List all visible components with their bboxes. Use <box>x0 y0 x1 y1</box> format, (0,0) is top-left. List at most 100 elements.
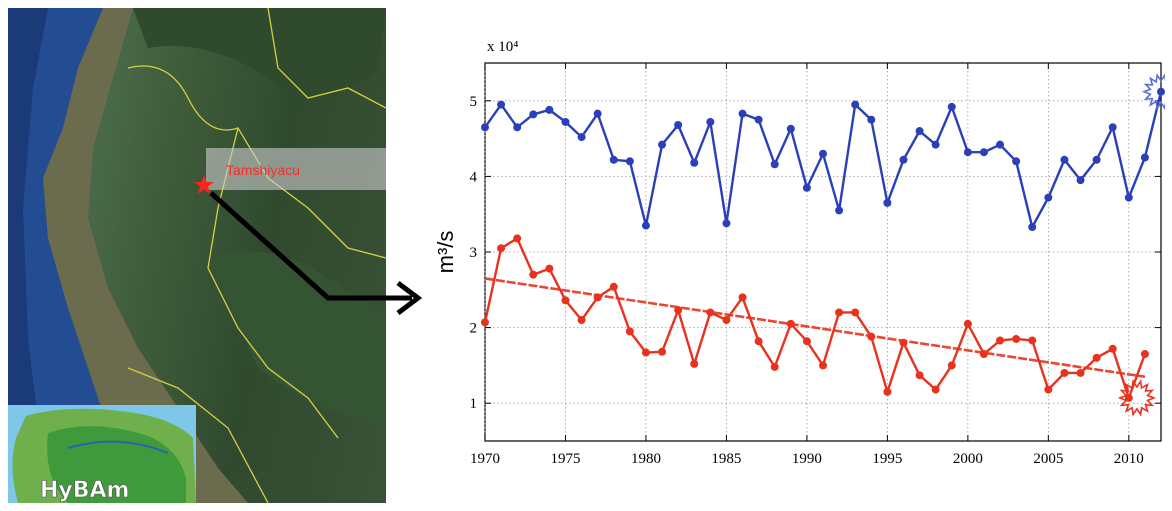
x-tick-label: 1995 <box>872 451 902 467</box>
data-point <box>996 140 1005 149</box>
data-point <box>979 350 988 359</box>
data-point <box>674 306 683 315</box>
hybam-logo: HyBAm <box>40 478 129 503</box>
border-line <box>127 367 269 503</box>
data-point <box>1108 344 1117 353</box>
data-point <box>529 270 538 279</box>
data-point <box>1012 157 1021 166</box>
map-graphic: Tamshiyacu HyBAm <box>8 8 386 503</box>
data-point <box>1028 336 1037 345</box>
data-point <box>738 109 747 118</box>
data-point <box>1092 155 1101 164</box>
data-point <box>754 115 763 124</box>
data-point <box>883 198 892 207</box>
y-tick-label: 5 <box>470 94 478 110</box>
data-point <box>529 110 538 119</box>
data-point <box>963 319 972 328</box>
data-point <box>609 155 618 164</box>
data-point <box>1044 193 1053 202</box>
data-point <box>722 316 731 325</box>
data-point <box>706 308 715 317</box>
data-point <box>915 127 924 136</box>
forest-patch <box>133 8 386 96</box>
data-point <box>609 282 618 291</box>
highlight-burst-icon <box>1141 73 1165 111</box>
station-label: Tamshiyacu <box>226 162 300 178</box>
x-tick-label: 2000 <box>953 451 983 467</box>
ocean-shape <box>8 8 123 503</box>
data-point <box>658 347 667 356</box>
data-point <box>931 385 940 394</box>
data-point <box>1140 153 1149 162</box>
data-point <box>899 338 908 347</box>
data-point <box>963 148 972 157</box>
data-point <box>1060 368 1069 377</box>
y-tick-label: 4 <box>470 169 478 185</box>
data-point <box>545 105 554 114</box>
x-tick-label: 1980 <box>631 451 661 467</box>
data-point <box>658 140 667 149</box>
data-point <box>593 109 602 118</box>
data-point <box>690 158 699 167</box>
data-point <box>851 308 860 317</box>
data-point <box>513 234 522 243</box>
x-tick-label: 1970 <box>470 451 500 467</box>
data-point <box>1076 176 1085 185</box>
y-tick-label: 2 <box>470 321 478 337</box>
x-tick-label: 1975 <box>550 451 580 467</box>
data-point <box>786 124 795 133</box>
x-tick-label: 2005 <box>1033 451 1063 467</box>
station-star-icon <box>194 175 214 194</box>
data-point <box>1157 87 1165 96</box>
y-multiplier-label: x 10⁴ <box>487 39 518 55</box>
data-point <box>690 359 699 368</box>
data-point <box>1140 350 1149 359</box>
inset-map: HyBAm <box>8 405 197 503</box>
data-point <box>1092 353 1101 362</box>
data-point <box>979 148 988 157</box>
data-point <box>674 120 683 129</box>
data-point <box>722 219 731 228</box>
data-point <box>947 102 956 111</box>
data-point <box>867 332 876 341</box>
data-point <box>561 117 570 126</box>
plot-area: 1970 1975 1980 1985 1990 1995 2000 2005 2010 1 2 3 4… <box>470 62 1165 467</box>
data-point <box>481 318 489 327</box>
data-point <box>851 100 860 109</box>
data-point <box>1044 385 1053 394</box>
arrow-head-icon <box>396 281 423 315</box>
data-point <box>577 316 586 325</box>
data-point <box>593 293 602 302</box>
data-point <box>770 160 779 169</box>
forest-patch <box>208 251 386 428</box>
y-tick-label: 1 <box>470 396 478 412</box>
data-point <box>802 183 811 192</box>
deep-ocean-shape <box>8 8 48 503</box>
data-point <box>947 361 956 370</box>
data-point <box>819 149 827 158</box>
data-point <box>931 140 940 149</box>
data-point <box>545 264 554 273</box>
data-point <box>996 336 1005 345</box>
chart-svg: x 10⁴ m³/s 1970 1975 1980 1985 1990 1995 2000 2… <box>433 39 1165 467</box>
data-point <box>561 296 570 305</box>
data-point <box>513 123 522 132</box>
satellite-map: Tamshiyacu HyBAm <box>8 8 386 503</box>
data-point <box>641 221 650 230</box>
data-point <box>1076 368 1085 377</box>
data-point <box>1060 155 1069 164</box>
data-point <box>706 117 715 126</box>
data-point <box>915 371 924 380</box>
data-point <box>754 337 763 346</box>
data-point <box>770 362 779 371</box>
border-line <box>267 8 386 109</box>
discharge-chart: x 10⁴ m³/s 1970 1975 1980 1985 1990 1995 2000 2… <box>425 25 1165 505</box>
data-point <box>1108 123 1117 132</box>
data-point <box>497 244 506 253</box>
data-point <box>577 133 586 142</box>
data-point <box>786 319 795 328</box>
data-point <box>625 157 634 166</box>
data-point <box>738 293 747 302</box>
station-label-band <box>206 148 386 190</box>
x-tick-label: 1985 <box>711 451 741 467</box>
